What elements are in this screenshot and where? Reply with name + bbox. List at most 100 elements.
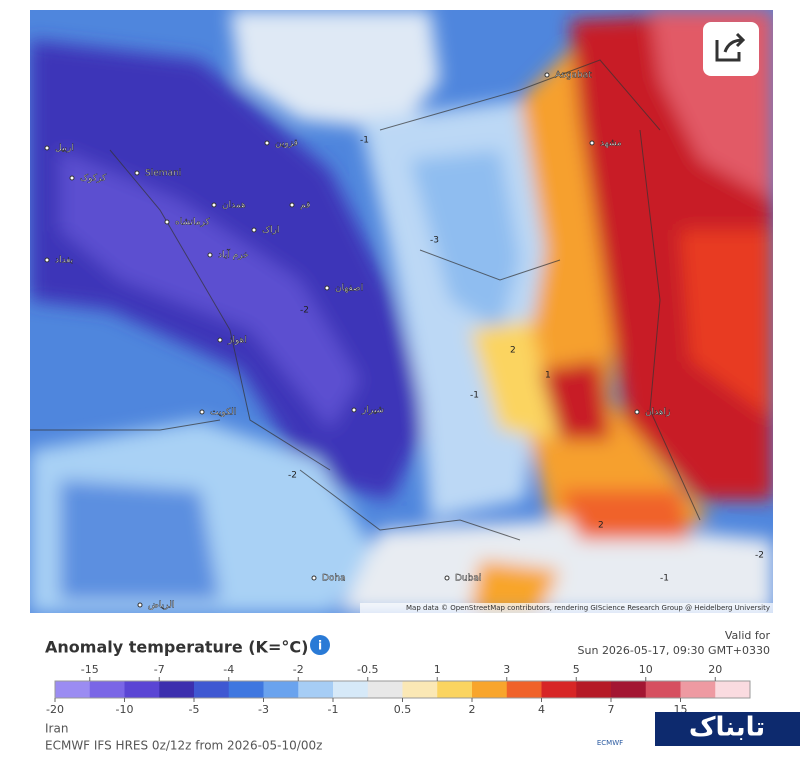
city-dot — [137, 602, 143, 608]
color-swatch — [194, 681, 230, 698]
city-label: کرکوک — [80, 173, 107, 184]
contour-label: -2 — [288, 471, 297, 481]
scale-tick-label: 5 — [573, 663, 580, 676]
region: Iran — [45, 722, 68, 736]
scale-tick-label: -3 — [258, 703, 269, 716]
city-dot — [44, 145, 50, 151]
city-dot — [351, 407, 357, 413]
city-label: کرمانشاه — [175, 218, 211, 228]
share-button[interactable] — [703, 22, 759, 76]
color-swatch — [541, 681, 577, 698]
city-label: Asgabat — [555, 71, 592, 81]
contour-label: -1 — [660, 574, 669, 584]
scale-tick-label: 7 — [608, 703, 615, 716]
color-swatch — [263, 681, 299, 698]
scale-tick-label: -7 — [154, 663, 165, 676]
color-swatch — [437, 681, 473, 698]
scale-tick-label: 0.5 — [394, 703, 412, 716]
scale-tick-label: -5 — [189, 703, 200, 716]
watermark-bg — [655, 712, 800, 746]
scale-tick-label: -4 — [223, 663, 234, 676]
city-label: بغداد — [55, 256, 73, 266]
info-icon[interactable]: i — [310, 635, 330, 655]
city-dot — [264, 140, 270, 146]
scale-tick-label: 3 — [503, 663, 510, 676]
city-label: قزوین — [275, 139, 298, 149]
contour-label: -2 — [755, 551, 764, 561]
city-label: شیراز — [361, 406, 384, 416]
city-labels: Slemani Asgabat بغداد کرکوک اربیل کرمانشاه همد… — [44, 70, 671, 611]
color-swatch — [576, 681, 612, 698]
city-label: اصفهان — [335, 284, 363, 294]
contour-label: 2 — [598, 521, 604, 531]
city-dot — [134, 170, 140, 176]
color-swatch — [89, 681, 125, 698]
map — [30, 10, 773, 613]
contour-label: -2 — [300, 306, 309, 316]
city-dot — [211, 202, 217, 208]
scale-tick-label: -15 — [81, 663, 99, 676]
color-swatch — [228, 681, 264, 698]
city-dot — [251, 227, 257, 233]
color-swatch — [611, 681, 647, 698]
city-dot — [69, 175, 75, 181]
city-label: الکویت — [210, 408, 236, 418]
scale-tick-label: 10 — [639, 663, 653, 676]
city-dot — [589, 140, 595, 146]
contour-label: -3 — [430, 236, 439, 246]
model-info: ECMWF IFS HRES 0z/12z from 2026-05-10/00… — [45, 739, 322, 753]
color-swatch — [680, 681, 716, 698]
scale-tick-label: -10 — [116, 703, 134, 716]
city-dot — [311, 575, 317, 581]
color-swatch — [645, 681, 681, 698]
ecmwf-logo: ECMWF — [597, 739, 623, 747]
city-label: Doha — [322, 574, 346, 584]
attribution: Map data © OpenStreetMap contributors, r… — [406, 604, 770, 612]
city-label: قم — [300, 201, 310, 211]
contour-label: -1 — [360, 136, 369, 146]
city-dot — [544, 72, 550, 78]
city-dot — [289, 202, 295, 208]
contour-label: 2 — [510, 346, 516, 356]
city-dot — [324, 285, 330, 291]
city-label: همدان — [222, 201, 246, 211]
city-label: اراک — [262, 225, 279, 236]
city-label: خرم آباد — [218, 249, 249, 261]
valid-label: Valid for — [725, 629, 771, 642]
scale-tick-label: -0.5 — [357, 663, 378, 676]
color-swatch — [124, 681, 160, 698]
city-label: اهواز — [227, 336, 247, 346]
city-dot — [164, 219, 170, 225]
city-label: Dubai — [455, 574, 481, 584]
city-dot — [217, 337, 223, 343]
city-label: اربیل — [55, 144, 74, 154]
city-dot — [207, 252, 213, 258]
watermark: تابناک — [689, 713, 765, 743]
scale-tick-label: -20 — [46, 703, 64, 716]
scale-tick-label: 2 — [469, 703, 476, 716]
color-swatch — [402, 681, 438, 698]
color-swatch — [159, 681, 195, 698]
city-label: Slemani — [145, 169, 181, 179]
city-label: الریاض — [148, 601, 174, 611]
scale-tick-label: -2 — [293, 663, 304, 676]
city-label: مشهد — [600, 139, 622, 149]
contour-label: 1 — [545, 371, 551, 381]
city-dot — [199, 409, 205, 415]
city-label: زاهدان — [645, 408, 670, 418]
legend-title: Anomaly temperature (K=°C) — [45, 638, 308, 657]
contour-label: -1 — [470, 391, 479, 401]
scale-tick-label: 20 — [708, 663, 722, 676]
contour-labels: -1 -2 -3 -1 -2 1 2 -1 -2 2 — [288, 136, 764, 584]
color-swatch — [715, 681, 751, 698]
city-dot — [444, 575, 450, 581]
color-swatch — [298, 681, 334, 698]
scale-tick-label: -1 — [328, 703, 339, 716]
color-swatch — [333, 681, 369, 698]
color-swatch — [506, 681, 542, 698]
scale-tick-label: 1 — [434, 663, 441, 676]
svg-text:i: i — [318, 639, 322, 653]
valid-time: Sun 2026-05-17, 09:30 GMT+0330 — [578, 644, 770, 657]
